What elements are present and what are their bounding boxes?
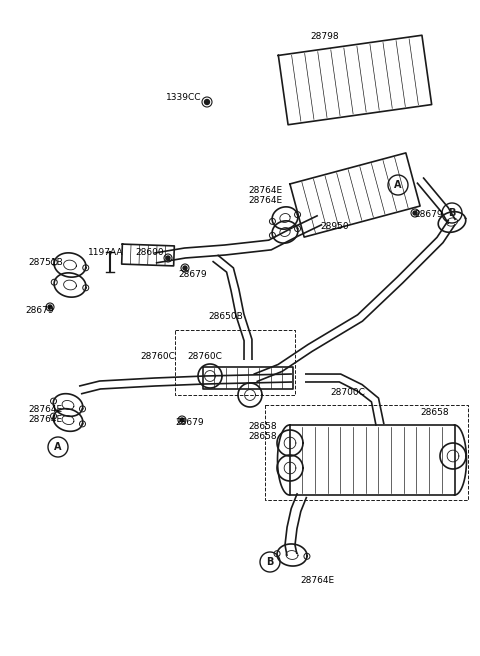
Text: 1339CC: 1339CC (166, 93, 202, 102)
Text: 28764E: 28764E (28, 415, 62, 424)
Circle shape (183, 266, 187, 270)
Text: 28798: 28798 (310, 32, 338, 41)
Text: 28700C: 28700C (330, 388, 365, 397)
Text: 28764E: 28764E (300, 576, 334, 585)
Text: 28650B: 28650B (208, 312, 243, 321)
Text: 28760C: 28760C (140, 352, 175, 361)
Circle shape (180, 418, 184, 422)
Circle shape (204, 100, 209, 104)
Text: 1197AA: 1197AA (88, 248, 123, 257)
Text: A: A (54, 442, 62, 452)
Text: 28658: 28658 (248, 422, 276, 431)
Text: 28751B: 28751B (28, 258, 63, 267)
Text: 28679: 28679 (178, 270, 206, 279)
Circle shape (413, 211, 417, 215)
Text: 28658: 28658 (248, 432, 276, 441)
Text: 28679: 28679 (25, 306, 54, 315)
Text: 28950: 28950 (320, 222, 348, 231)
Text: A: A (394, 180, 402, 190)
Text: 28658: 28658 (420, 408, 449, 417)
Text: B: B (266, 557, 274, 567)
Circle shape (48, 305, 52, 309)
Text: 28679: 28679 (175, 418, 204, 427)
Text: 28764E: 28764E (28, 405, 62, 414)
Text: 28600: 28600 (135, 248, 164, 257)
Text: 28679: 28679 (414, 210, 443, 219)
Text: 28760C: 28760C (187, 352, 222, 361)
Text: 28764E: 28764E (248, 186, 282, 195)
Circle shape (166, 256, 170, 260)
Text: B: B (448, 208, 456, 218)
Text: 28764E: 28764E (248, 196, 282, 205)
